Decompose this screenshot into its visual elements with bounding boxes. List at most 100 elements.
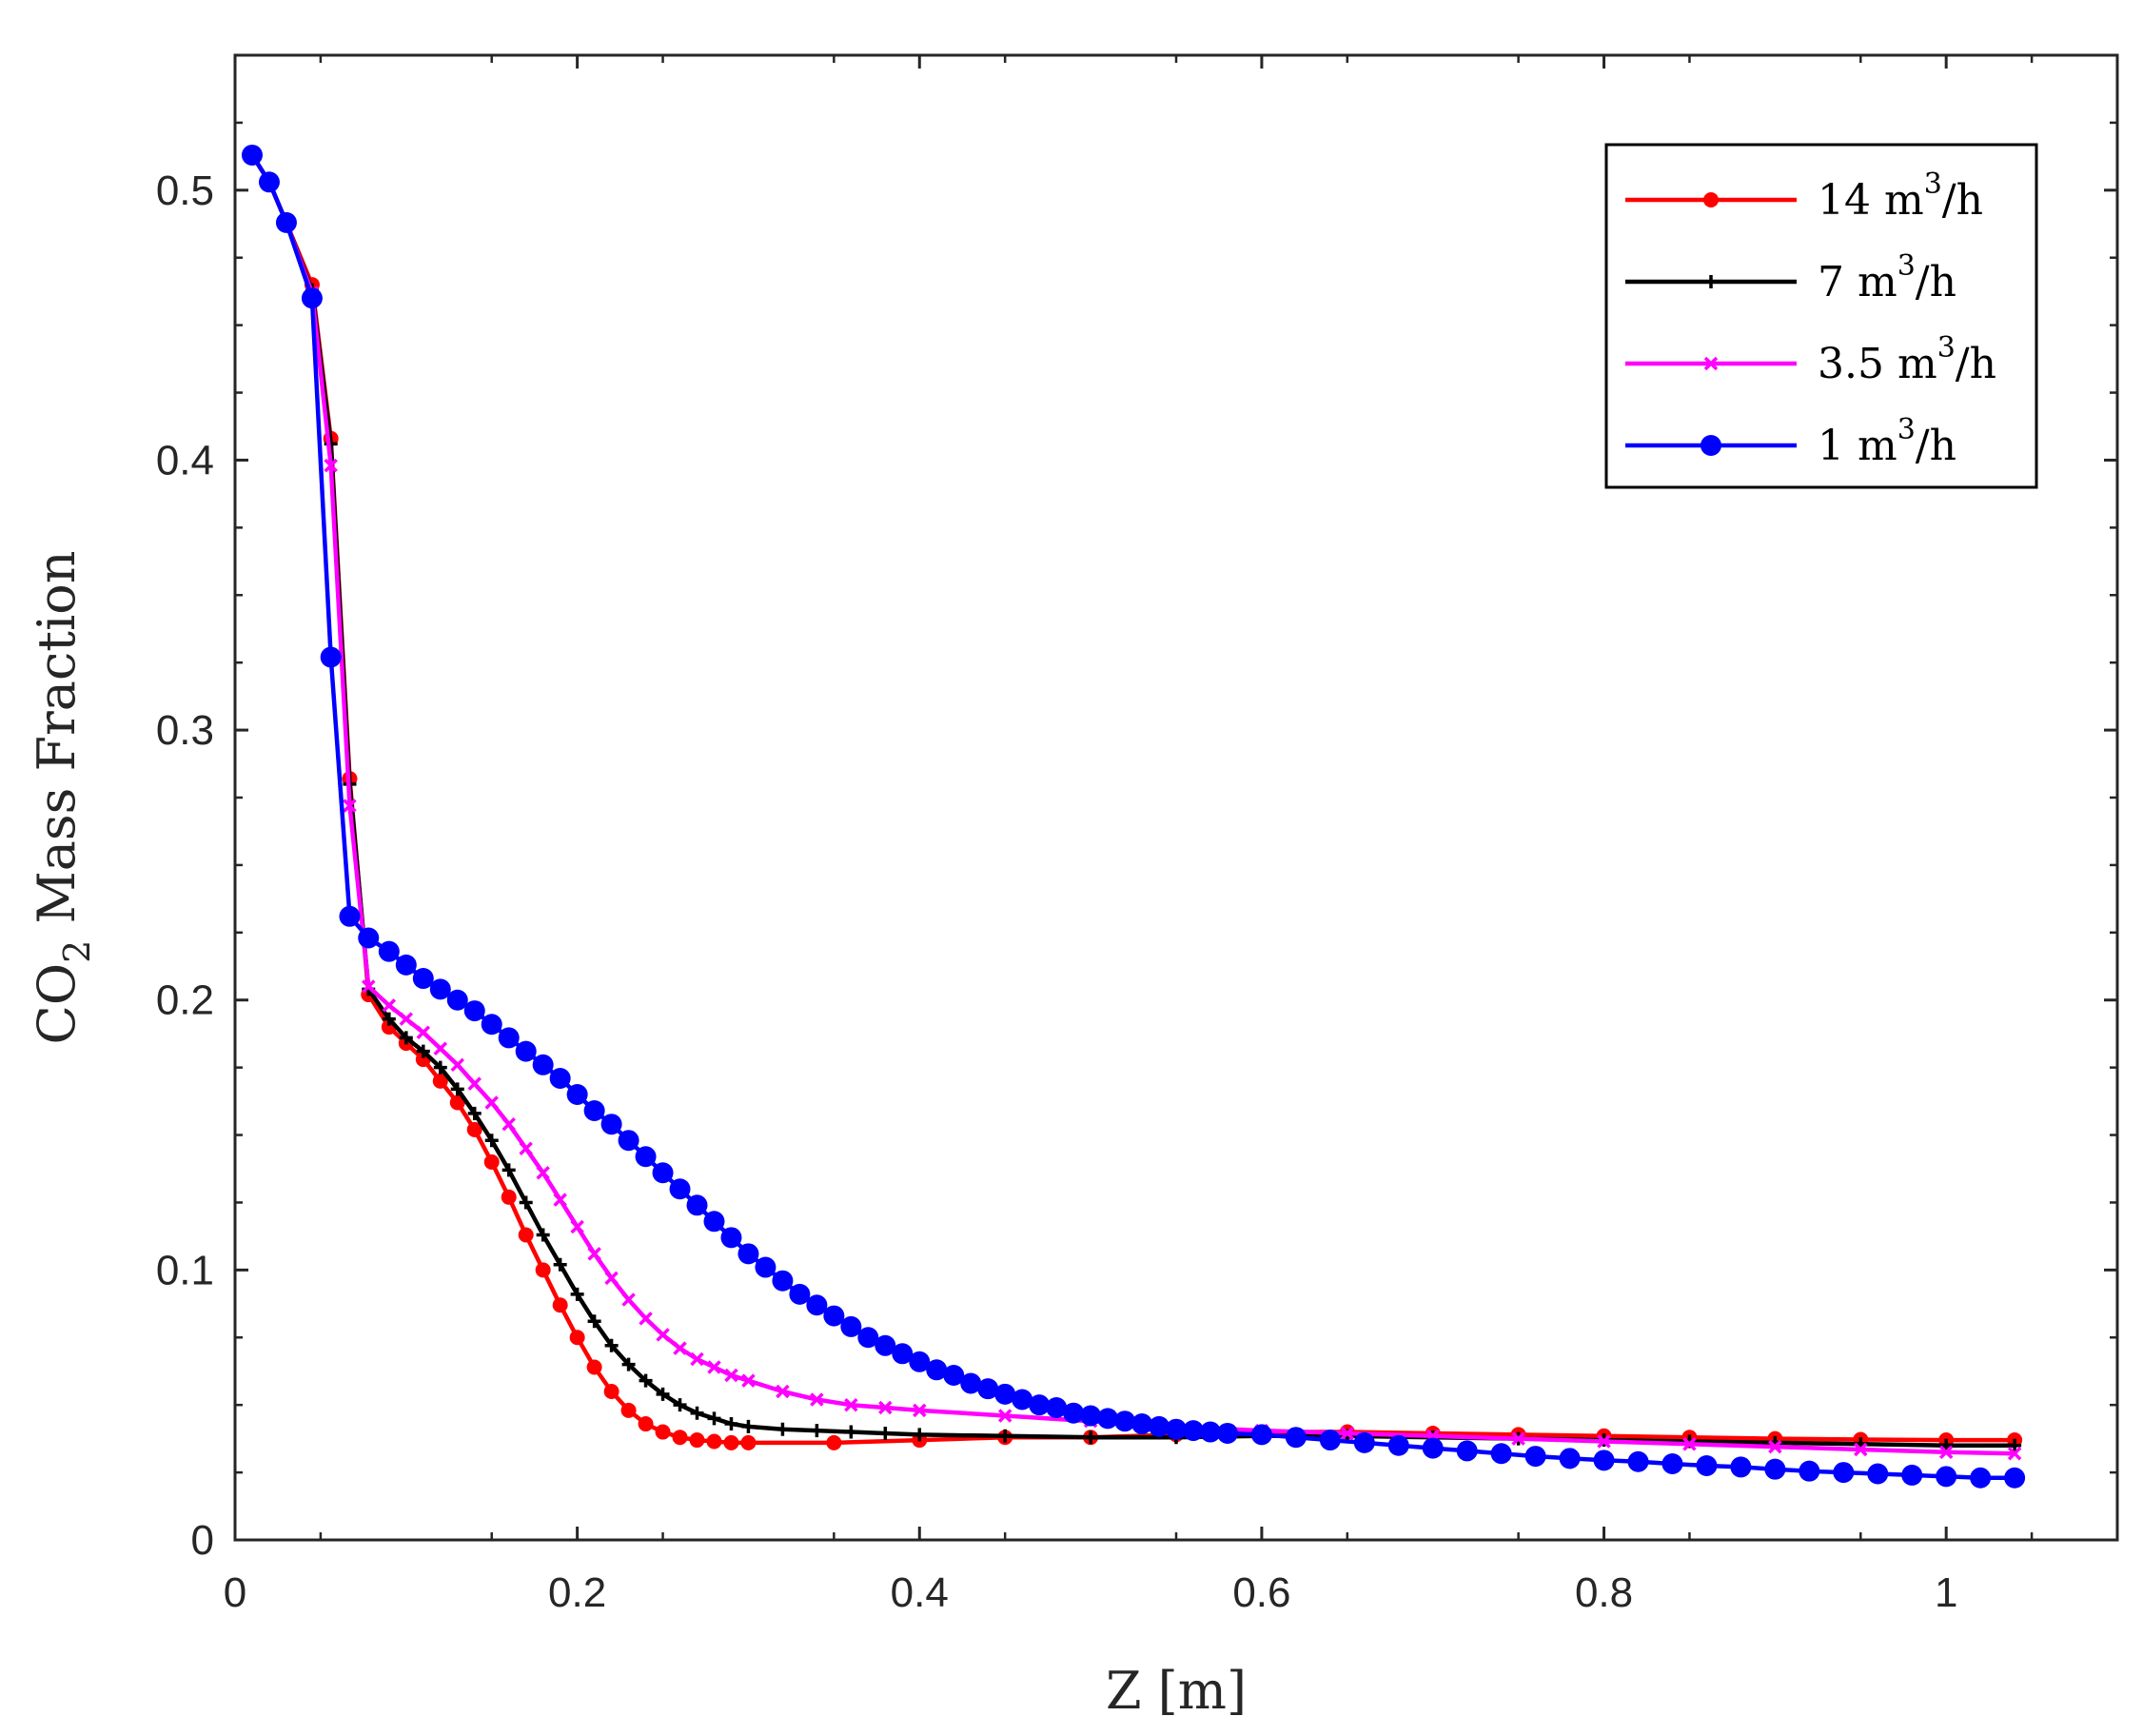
data-point — [656, 1328, 670, 1342]
data-point — [604, 1338, 619, 1352]
data-point — [652, 1162, 674, 1184]
data-point — [639, 1312, 653, 1326]
data-point — [518, 1227, 534, 1243]
data-point — [258, 171, 280, 193]
data-point — [909, 1351, 931, 1372]
data-point — [1097, 1408, 1119, 1430]
legend-label-rest: /h — [1956, 340, 1996, 388]
data-point — [484, 1095, 499, 1110]
data-point — [501, 1116, 516, 1132]
data-point — [1012, 1389, 1033, 1410]
data-point — [1216, 1422, 1238, 1444]
data-point — [878, 1400, 893, 1415]
data-point — [810, 1392, 824, 1407]
y-tick-label: 0.2 — [156, 977, 214, 1024]
data-point — [1901, 1464, 1923, 1486]
data-point — [724, 1417, 738, 1431]
data-point — [1149, 1415, 1170, 1437]
data-point — [823, 1305, 845, 1327]
data-point — [673, 1398, 687, 1412]
data-point — [620, 1402, 637, 1418]
data-point — [826, 1434, 842, 1450]
data-point — [857, 1327, 879, 1349]
y-tick-label: 0.4 — [156, 437, 214, 483]
data-point — [343, 799, 357, 813]
data-point — [844, 1397, 858, 1412]
data-point — [913, 1428, 927, 1442]
data-point — [1353, 1431, 1375, 1453]
data-point — [686, 1194, 708, 1216]
x-tick-label: 1 — [1935, 1569, 1957, 1616]
legend-label: 3.5 m3/h — [1818, 331, 1996, 388]
data-point — [320, 646, 342, 668]
legend-entry: 14 m3/h — [1625, 168, 1983, 225]
x-axis-title: Z [m] — [1106, 1661, 1247, 1721]
legend-label: 1 m3/h — [1818, 413, 1956, 470]
x-axis-ticks: 0 0.2 0.4 0.6 0.8 1 — [224, 55, 2034, 1616]
data-point — [2007, 1447, 2022, 1461]
data-point — [519, 1195, 533, 1210]
data-point — [1854, 1442, 1868, 1457]
data-point — [621, 1357, 636, 1371]
data-point — [960, 1372, 982, 1394]
x-tick-label: 0.6 — [1232, 1569, 1290, 1616]
data-point — [412, 968, 434, 990]
legend-label-sup: 3 — [1897, 249, 1916, 283]
data-point — [707, 1411, 721, 1426]
data-point — [1730, 1456, 1752, 1478]
data-point — [483, 1154, 500, 1170]
data-point — [587, 1314, 601, 1329]
series-layer — [241, 144, 2026, 1489]
data-point — [600, 1114, 622, 1135]
legend-entry: 3.5 m3/h — [1625, 331, 1996, 388]
data-point — [498, 1027, 520, 1049]
data-point — [535, 1262, 551, 1278]
data-point — [553, 1193, 567, 1207]
y-axis-title-rest: Mass Fraction — [27, 551, 87, 940]
data-point — [998, 1429, 1013, 1443]
data-point — [1524, 1446, 1546, 1468]
data-point — [741, 1419, 756, 1433]
legend: 14 m3/h7 m3/h3.5 m3/h1 m3/h — [1604, 143, 2038, 489]
data-point — [433, 1041, 448, 1056]
data-point — [844, 1425, 858, 1439]
data-point — [275, 211, 297, 233]
data-point — [1627, 1450, 1649, 1472]
legend-label-main: 14 m — [1818, 176, 1924, 225]
data-point — [618, 1130, 639, 1152]
y-tick-label: 0.5 — [156, 168, 214, 214]
data-point — [466, 1121, 482, 1137]
legend-label-sup: 3 — [1897, 413, 1916, 446]
data-point — [639, 1373, 653, 1388]
data-point — [1387, 1434, 1409, 1456]
data-point — [362, 979, 376, 994]
data-point — [1166, 1418, 1187, 1440]
data-point — [553, 1257, 567, 1272]
data-point — [1063, 1402, 1085, 1424]
data-point — [536, 1228, 550, 1242]
data-point — [875, 1334, 896, 1356]
data-point — [399, 1012, 414, 1026]
data-point — [301, 287, 323, 309]
y-axis-title: CO2 Mass Fraction — [27, 551, 98, 1045]
legend-label-main: 7 m — [1818, 258, 1897, 306]
data-point — [566, 1084, 588, 1105]
data-point — [672, 1430, 688, 1446]
data-point — [656, 1387, 670, 1401]
data-point — [689, 1432, 705, 1449]
data-point — [241, 144, 263, 166]
y-tick-label: 0.1 — [156, 1247, 214, 1293]
data-point — [1319, 1430, 1341, 1451]
data-point — [669, 1178, 691, 1200]
data-point — [690, 1406, 704, 1420]
legend-label-main: 3.5 m — [1818, 340, 1937, 388]
data-point — [552, 1297, 568, 1313]
x-tick-label: 0.2 — [548, 1569, 606, 1616]
data-point — [1559, 1448, 1581, 1470]
data-point — [1182, 1420, 1204, 1442]
data-point — [1456, 1440, 1478, 1462]
data-point — [1422, 1437, 1444, 1459]
data-point — [1593, 1450, 1615, 1471]
legend-swatch-marker — [1703, 192, 1719, 207]
